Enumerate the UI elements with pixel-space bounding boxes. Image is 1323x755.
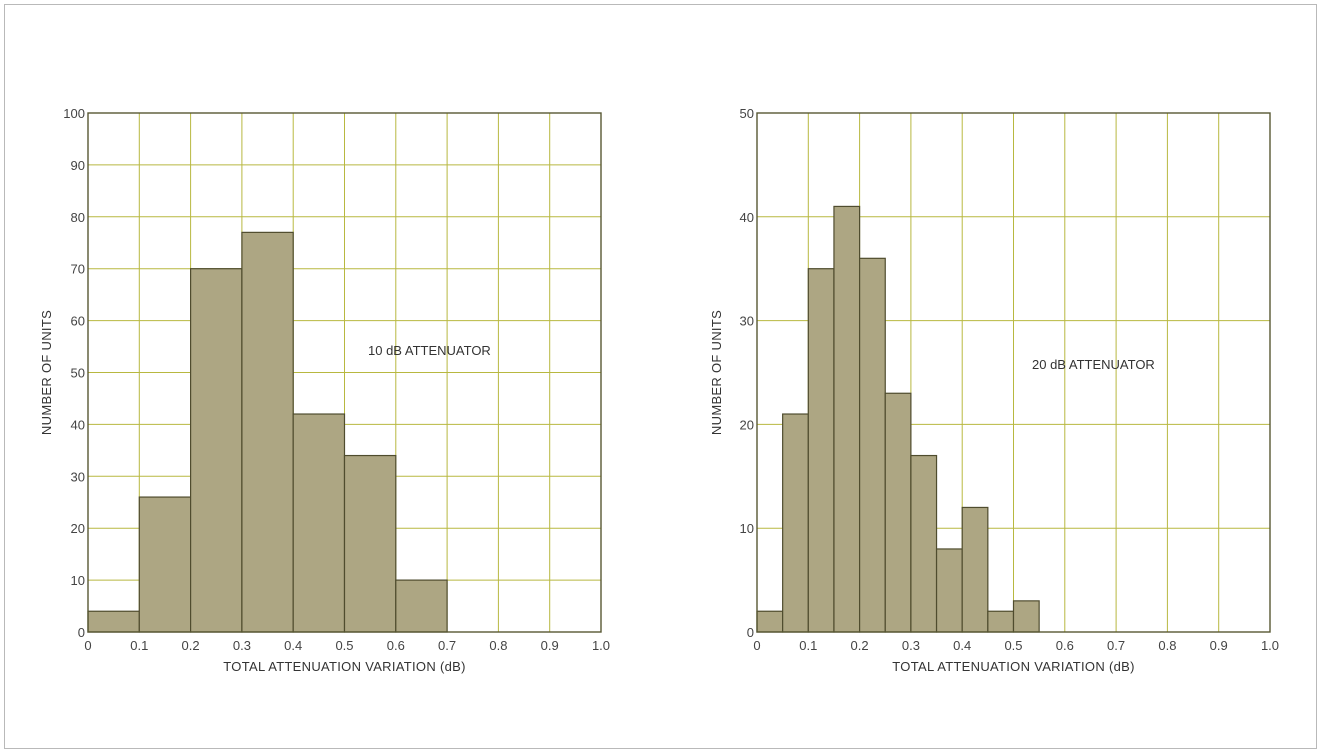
y-tick-label: 50: [740, 106, 754, 121]
y-tick-label: 0: [747, 625, 754, 640]
histogram-bar: [807, 268, 835, 633]
y-tick-label: 10: [71, 573, 85, 588]
plot-frame: [87, 112, 602, 633]
bars: [756, 205, 1040, 633]
histogram-bar: [910, 454, 938, 633]
x-tick-label: 1.0: [1261, 638, 1279, 653]
histogram-bar: [241, 231, 294, 633]
figure-frame: [4, 4, 1317, 749]
histogram-bar: [343, 454, 397, 633]
histogram-bar: [782, 413, 809, 633]
x-tick-label: 0.2: [182, 638, 200, 653]
y-tick-label: 0: [78, 625, 85, 640]
y-axis-label: NUMBER OF UNITS: [709, 310, 724, 435]
x-tick-label: 0.1: [799, 638, 817, 653]
histogram-bar: [961, 506, 989, 633]
histogram-bar: [987, 610, 1015, 633]
x-tick-label: 0.7: [1107, 638, 1125, 653]
y-tick-label: 30: [740, 314, 754, 329]
x-tick-label: 0.8: [1158, 638, 1176, 653]
chart-10db: 0 10 20 30 40 50 60 70 80 90 100 0 0.1 0.2 0.3 0.4 0.5 0.…: [39, 106, 610, 674]
x-tick-label: 0.3: [902, 638, 920, 653]
y-tick-label: 70: [71, 262, 85, 277]
y-tick-label: 30: [71, 469, 85, 484]
bars: [87, 231, 448, 633]
x-tick-labels: 0 0.1 0.2 0.3 0.4 0.5 0.6 0.7 0.8 0.9 1.0: [84, 638, 610, 653]
chart-annotation: 20 dB ATTENUATOR: [1032, 357, 1155, 372]
x-tick-label: 0.5: [335, 638, 353, 653]
histogram-bar: [292, 413, 346, 633]
x-tick-label: 0.5: [1004, 638, 1022, 653]
y-tick-labels: 0 10 20 30 40 50: [740, 106, 754, 640]
x-tick-label: 1.0: [592, 638, 610, 653]
y-tick-label: 100: [63, 106, 85, 121]
x-tick-label: 0.9: [1210, 638, 1228, 653]
histogram-bar: [87, 610, 140, 633]
y-axis-label: NUMBER OF UNITS: [39, 310, 54, 435]
x-axis-label: TOTAL ATTENUATION VARIATION (dB): [223, 659, 465, 674]
x-tick-label: 0.1: [130, 638, 148, 653]
y-tick-label: 80: [71, 210, 85, 225]
x-tick-label: 0.6: [1056, 638, 1074, 653]
x-tick-label: 0: [753, 638, 760, 653]
x-tick-label: 0.8: [489, 638, 507, 653]
x-tick-labels: 0 0.1 0.2 0.3 0.4 0.5 0.6 0.7 0.8 0.9 1.0: [753, 638, 1279, 653]
histogram-bar: [935, 548, 963, 633]
x-axis-label: TOTAL ATTENUATION VARIATION (dB): [892, 659, 1134, 674]
plot-frame: [756, 112, 1271, 633]
histogram-bar: [833, 205, 861, 633]
chart-20db: 0 10 20 30 40 50 0 0.1 0.2 0.3 0.4 0.5 0.6 0.7 0.8 0.9 1…: [709, 106, 1279, 674]
y-tick-label: 50: [71, 366, 85, 381]
y-tick-label: 40: [740, 210, 754, 225]
y-tick-label: 90: [71, 158, 85, 173]
x-tick-label: 0.3: [233, 638, 251, 653]
histogram-bar: [756, 610, 784, 633]
x-tick-label: 0.2: [851, 638, 869, 653]
y-tick-label: 10: [740, 521, 754, 536]
y-tick-labels: 0 10 20 30 40 50 60 70 80 90 100: [63, 106, 85, 640]
x-tick-label: 0.9: [541, 638, 559, 653]
histogram-bar: [190, 268, 243, 633]
y-tick-label: 60: [71, 314, 85, 329]
x-tick-label: 0.4: [284, 638, 302, 653]
y-tick-label: 20: [71, 521, 85, 536]
histogram-bar: [138, 496, 192, 633]
histogram-bar: [395, 579, 448, 633]
histogram-bar: [884, 392, 912, 633]
x-tick-label: 0.4: [953, 638, 971, 653]
histogram-bar: [1012, 600, 1040, 633]
x-tick-label: 0.7: [438, 638, 456, 653]
chart-annotation: 10 dB ATTENUATOR: [368, 343, 491, 358]
histogram-bar: [858, 257, 886, 633]
x-tick-label: 0: [84, 638, 91, 653]
x-tick-label: 0.6: [387, 638, 405, 653]
y-tick-label: 20: [740, 417, 754, 432]
y-tick-label: 40: [71, 417, 85, 432]
